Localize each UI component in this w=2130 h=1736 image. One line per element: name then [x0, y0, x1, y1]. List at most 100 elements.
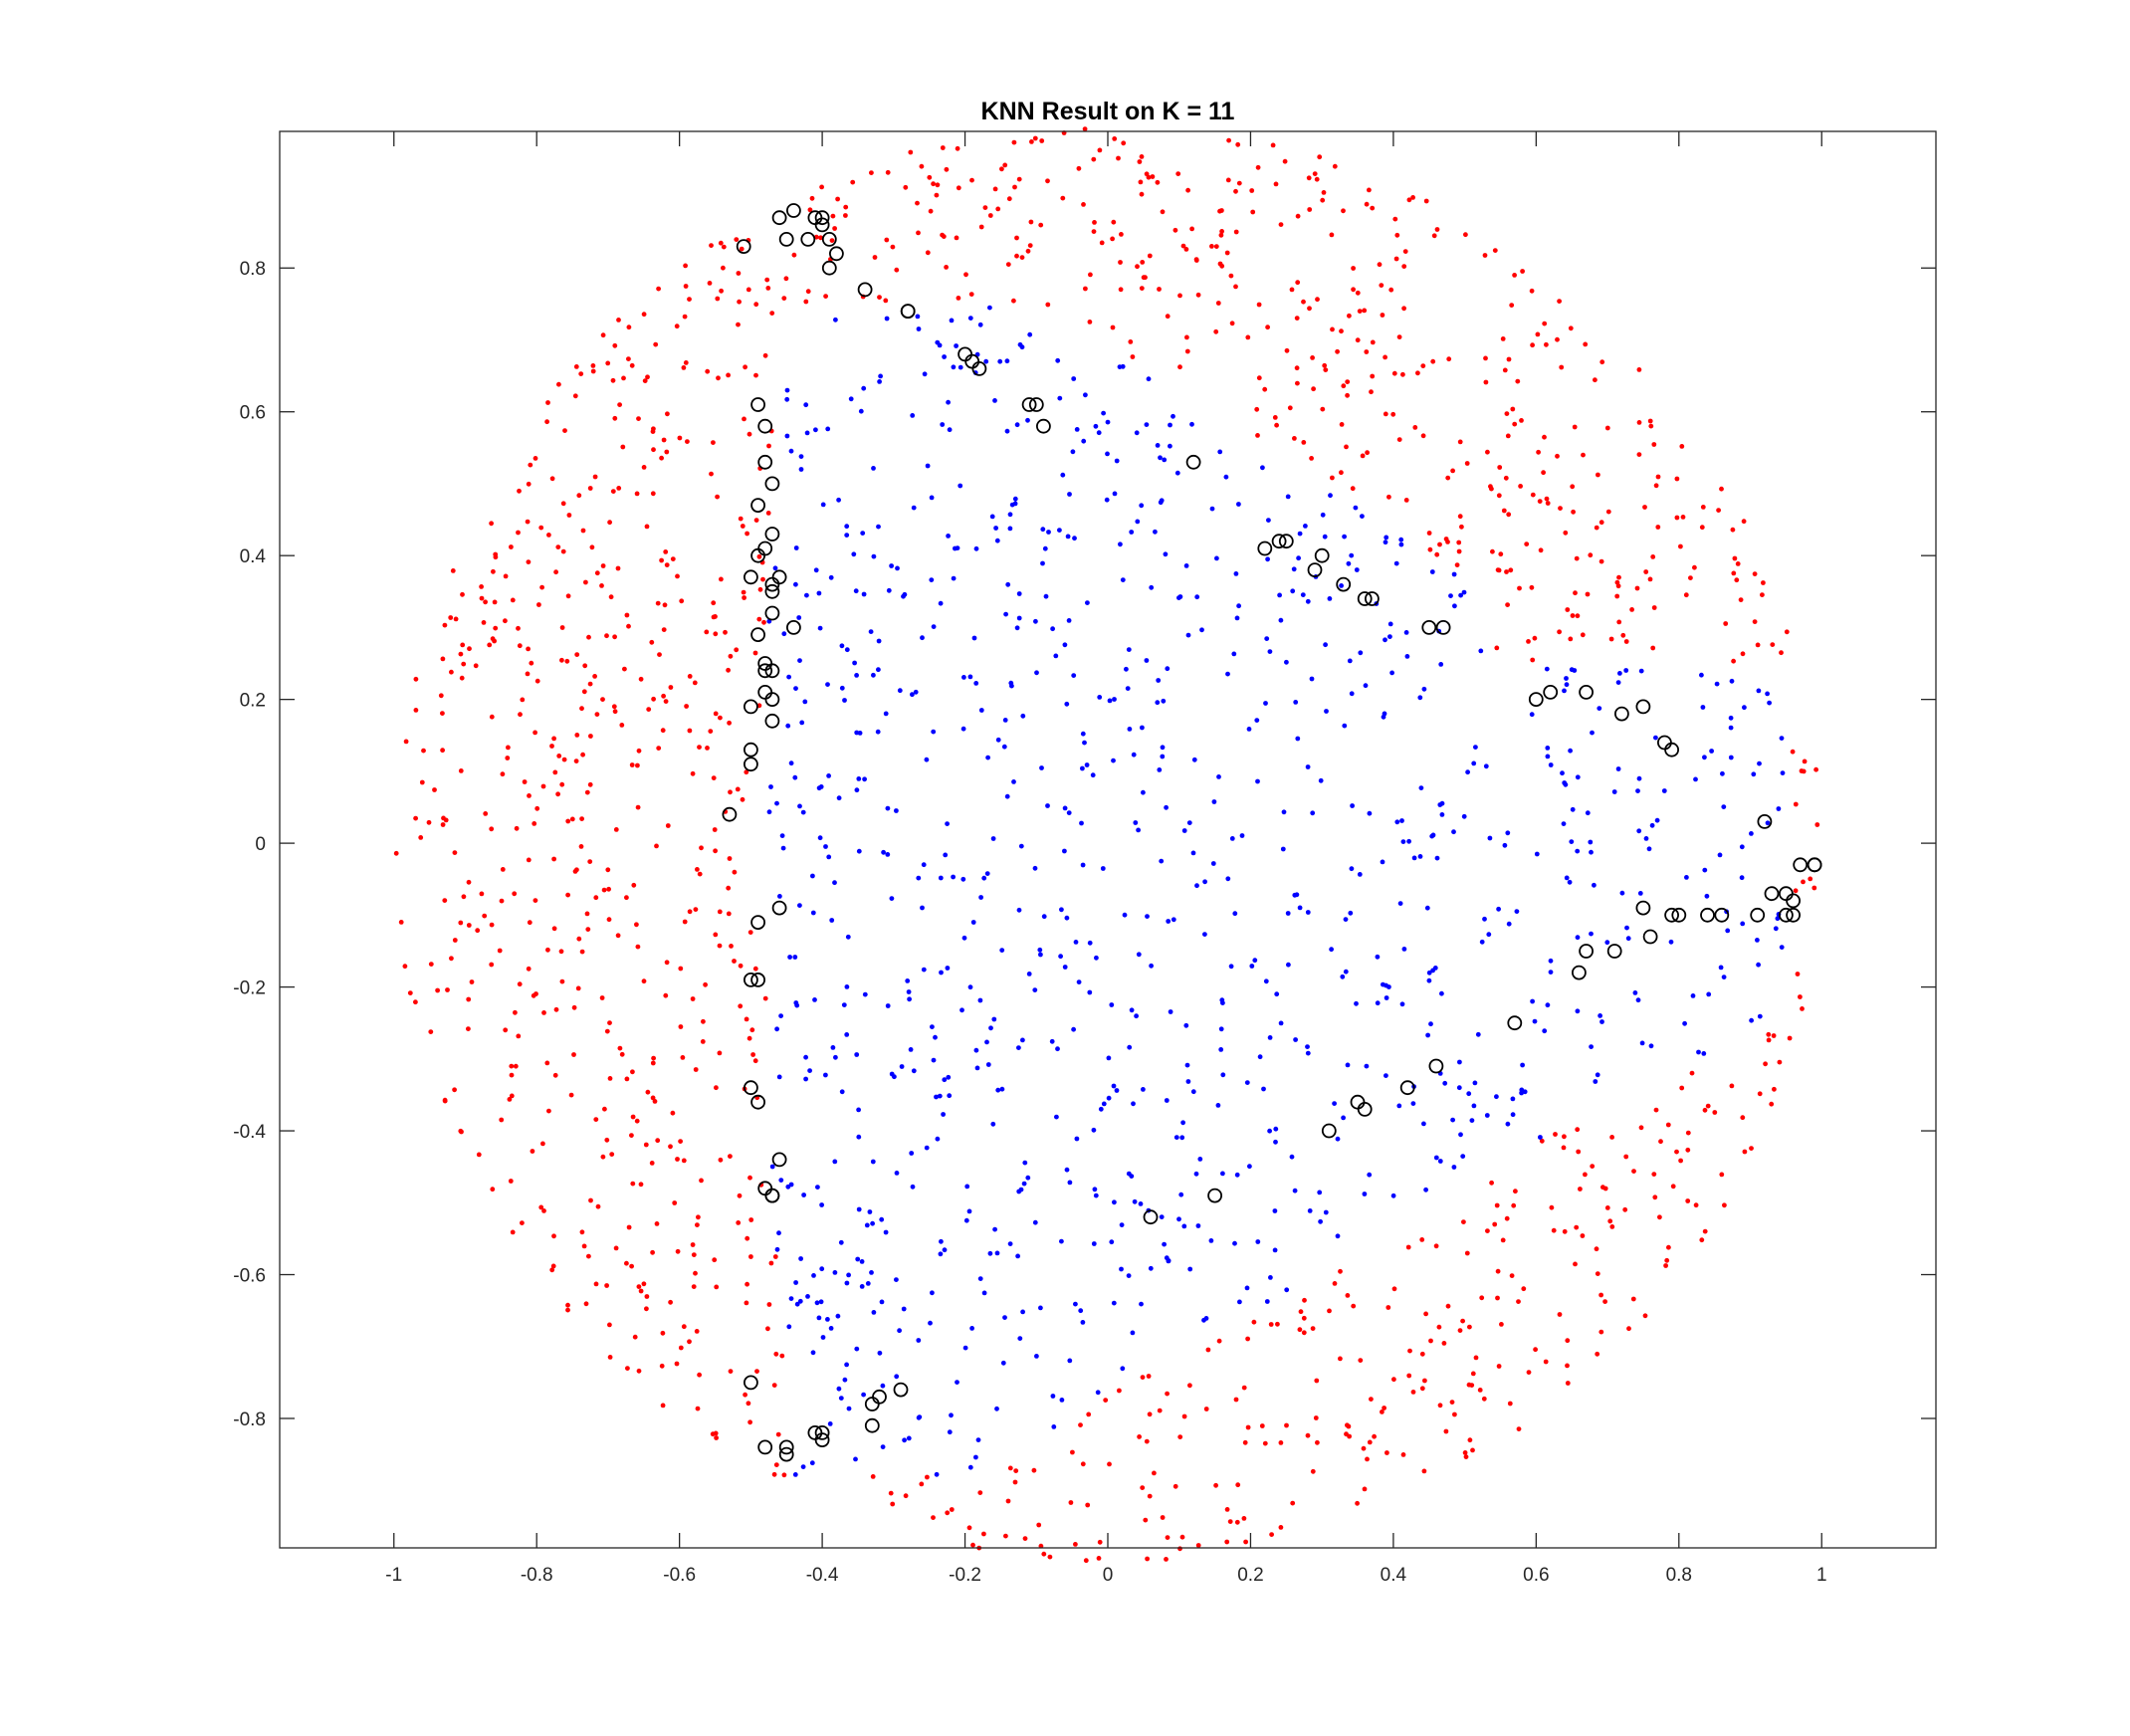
misclassified-point — [764, 476, 780, 492]
inner-class-point — [894, 1171, 900, 1176]
outer-class-point — [657, 652, 662, 657]
inner-class-point — [825, 426, 831, 432]
outer-class-point — [1657, 1214, 1662, 1220]
inner-class-point — [947, 427, 953, 433]
inner-class-point — [1757, 1013, 1763, 1019]
inner-class-point — [1104, 497, 1110, 503]
inner-class-point — [1066, 618, 1072, 623]
misclassified-point — [1664, 742, 1679, 758]
outer-class-point — [697, 745, 702, 750]
outer-class-point — [1322, 362, 1328, 368]
outer-class-point — [781, 296, 787, 301]
outer-class-point — [1254, 406, 1260, 412]
outer-class-point — [1433, 1243, 1439, 1249]
inner-class-point — [1059, 1238, 1064, 1244]
inner-class-point — [1418, 785, 1424, 790]
misclassified-point — [744, 757, 758, 772]
inner-class-point — [1595, 1072, 1600, 1078]
inner-class-point — [1389, 670, 1394, 676]
outer-class-point — [1445, 1303, 1451, 1309]
outer-class-point — [566, 513, 572, 518]
outer-class-point — [678, 1345, 684, 1351]
inner-class-point — [1452, 603, 1457, 609]
outer-class-point — [661, 693, 666, 699]
outer-class-point — [830, 213, 836, 219]
inner-class-point — [1473, 745, 1478, 750]
outer-class-point — [479, 595, 485, 601]
inner-class-point — [915, 314, 921, 320]
outer-class-point — [610, 377, 616, 383]
inner-class-point — [1162, 457, 1168, 463]
outer-class-point — [626, 356, 631, 361]
outer-class-point — [1496, 1364, 1502, 1369]
outer-class-point — [1590, 1164, 1596, 1169]
outer-class-point — [588, 734, 593, 739]
outer-class-point — [1578, 1187, 1583, 1192]
outer-class-point — [624, 895, 629, 901]
outer-class-point — [641, 312, 647, 318]
inner-class-point — [1432, 966, 1438, 971]
inner-class-point — [949, 1412, 954, 1418]
outer-class-point — [442, 622, 448, 628]
outer-class-point — [1604, 1205, 1610, 1210]
inner-class-point — [960, 726, 966, 732]
outer-class-point — [1454, 562, 1460, 567]
outer-class-point — [713, 932, 719, 938]
misclassified-point — [1671, 907, 1687, 923]
outer-class-point — [1400, 1452, 1406, 1457]
inner-class-point — [1163, 551, 1169, 557]
inner-class-point — [1350, 803, 1355, 808]
outer-class-point — [695, 1406, 701, 1411]
outer-class-point — [565, 892, 570, 898]
outer-class-point — [458, 768, 464, 773]
outer-class-point — [1423, 198, 1429, 204]
outer-class-point — [1650, 554, 1656, 559]
outer-class-point — [1495, 567, 1501, 572]
inner-class-point — [800, 809, 806, 815]
inner-class-point — [981, 1290, 987, 1296]
inner-class-point — [1624, 925, 1629, 931]
outer-class-point — [995, 206, 1001, 212]
inner-class-point — [1615, 766, 1621, 771]
misclassified-point — [1664, 907, 1679, 923]
outer-class-point — [538, 525, 544, 531]
outer-class-point — [578, 371, 584, 376]
inner-class-point — [1348, 910, 1354, 916]
x-tick-label: 0.2 — [1237, 1565, 1263, 1586]
inner-class-point — [1239, 833, 1245, 838]
outer-class-point — [1456, 548, 1462, 554]
inner-class-point — [779, 833, 785, 838]
outer-class-point — [1301, 1315, 1307, 1321]
misclassified-point — [821, 260, 837, 276]
inner-class-point — [973, 545, 979, 551]
inner-class-point — [875, 729, 881, 735]
outer-class-point — [1241, 1516, 1247, 1521]
inner-class-point — [1186, 820, 1192, 825]
misclassified-point — [1714, 907, 1730, 923]
inner-class-point — [838, 1396, 844, 1401]
outer-class-point — [607, 1322, 612, 1328]
outer-class-point — [483, 811, 489, 816]
outer-class-point — [695, 1222, 700, 1227]
outer-class-point — [1642, 1313, 1648, 1319]
inner-class-point — [796, 615, 802, 620]
misclassified-point — [1635, 699, 1651, 715]
inner-class-point — [1564, 676, 1569, 681]
outer-class-point — [1110, 325, 1116, 330]
outer-class-point — [579, 1229, 585, 1235]
inner-class-point — [848, 396, 854, 402]
outer-class-point — [1665, 1122, 1671, 1128]
inner-class-point — [964, 1184, 970, 1190]
inner-class-point — [881, 849, 886, 855]
inner-class-point — [1090, 772, 1096, 778]
outer-class-point — [565, 818, 571, 824]
inner-class-point — [1131, 1101, 1136, 1107]
outer-class-point — [1742, 1149, 1748, 1155]
inner-class-point — [1131, 752, 1137, 758]
inner-class-point — [838, 1239, 844, 1245]
inner-class-point — [975, 1437, 981, 1442]
outer-class-point — [1177, 1546, 1182, 1552]
inner-class-point — [1101, 1101, 1107, 1107]
inner-class-point — [1027, 331, 1033, 337]
inner-class-point — [945, 966, 951, 971]
